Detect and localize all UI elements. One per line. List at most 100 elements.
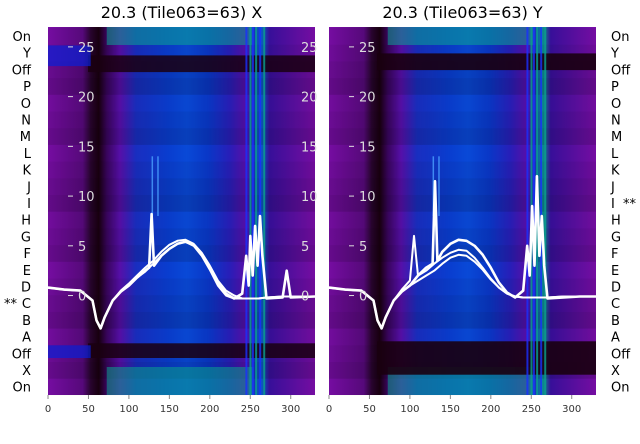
heatmap-row — [329, 245, 596, 262]
x-tick-label: 100 — [119, 404, 138, 415]
heatmap-row — [48, 211, 315, 229]
row-label: O — [611, 97, 621, 112]
heatmap-row — [48, 195, 315, 212]
heatmap-row — [48, 245, 315, 262]
heatmap-off-row-bottom — [88, 343, 315, 358]
heatmap-row — [329, 195, 596, 212]
row-label: Y — [610, 47, 619, 62]
heatmap-band-bottom — [106, 367, 254, 395]
heatmap-row — [48, 144, 315, 162]
row-label: M — [20, 130, 31, 145]
heatmap-row — [48, 278, 315, 296]
heatmap-spike-column — [249, 27, 252, 395]
row-label: On — [13, 30, 31, 45]
heatmap-row — [48, 178, 315, 195]
y-tick-label: 5 — [78, 240, 86, 255]
x-tick-label: 0 — [45, 404, 51, 415]
row-label: M — [611, 130, 622, 145]
heatmap-row — [329, 328, 596, 346]
row-label: F — [24, 247, 31, 262]
row-label: D — [611, 281, 621, 296]
row-label: On — [611, 381, 629, 396]
y-tick-label-right: 0 — [301, 290, 309, 305]
heatmap-row — [48, 78, 315, 95]
row-marker: ** — [4, 297, 18, 312]
overlay-series-line — [328, 174, 596, 330]
heatmap-row — [329, 311, 596, 329]
heatmap-off-row-top — [88, 55, 315, 73]
y-tick-label-right: 5 — [301, 240, 309, 255]
row-label: C — [22, 297, 31, 312]
heatmap-row — [329, 228, 596, 246]
heatmap-streak — [432, 156, 435, 216]
heatmap-off-row-bottom — [377, 341, 596, 375]
heatmap-row — [48, 311, 315, 329]
x-tick-label: 50 — [363, 404, 376, 415]
heatmap-row — [329, 144, 596, 162]
x-tick-label: 200 — [481, 404, 500, 415]
y-tick-label: 5 — [359, 240, 367, 255]
x-tick-label: 0 — [326, 404, 332, 415]
y-tick-label: 25 — [359, 41, 376, 56]
row-label: H — [611, 214, 621, 229]
heatmap-blue-block-top — [48, 45, 91, 67]
heatmap-row — [329, 278, 596, 296]
heatmap-row — [329, 211, 596, 229]
heatmap-spike-column — [544, 27, 547, 395]
y-tick-label-right: 25 — [301, 41, 318, 56]
x-tick-label: 200 — [200, 404, 219, 415]
y-tick-label-right: 20 — [301, 91, 318, 106]
y-tick-label-right: 15 — [301, 140, 318, 155]
heatmap-spike-column — [251, 27, 254, 395]
row-label: I — [27, 197, 31, 212]
row-label: P — [611, 80, 619, 95]
row-label: E — [611, 264, 619, 279]
heatmap-streak — [157, 156, 159, 216]
row-label: O — [21, 97, 31, 112]
heatmap-row — [329, 94, 596, 112]
heatmap-base — [329, 27, 596, 395]
row-label: F — [611, 247, 618, 262]
row-label: K — [22, 164, 31, 179]
heatmap-row — [329, 161, 596, 179]
x-tick-label: 50 — [82, 404, 95, 415]
y-tick-label: 20 — [359, 91, 376, 106]
row-label: B — [22, 314, 31, 329]
x-tick-label: 250 — [241, 404, 260, 415]
heatmap-row — [329, 128, 596, 145]
row-label: On — [611, 30, 629, 45]
x-tick-label: 250 — [522, 404, 541, 415]
row-label: X — [22, 364, 31, 379]
row-label: K — [611, 164, 620, 179]
row-label: X — [611, 364, 620, 379]
row-label: I — [611, 197, 615, 212]
heatmap-spike-column — [526, 27, 529, 395]
x-tick-label: 150 — [160, 404, 179, 415]
heatmap-row — [329, 261, 596, 279]
heatmap-row — [48, 228, 315, 246]
heatmap-streak — [151, 156, 154, 216]
row-label: On — [13, 381, 31, 396]
heatmap-row — [48, 111, 315, 129]
row-marker: ** — [623, 197, 637, 212]
heatmap-band-top — [387, 27, 535, 45]
row-label: L — [24, 147, 32, 162]
row-label: G — [611, 230, 621, 245]
heatmap-spike-column — [255, 27, 258, 395]
y-tick-label: 15 — [78, 140, 95, 155]
x-tick-label: 150 — [441, 404, 460, 415]
row-label: H — [21, 214, 31, 229]
heatmap-off-row-top — [377, 53, 596, 71]
row-label: J — [610, 180, 615, 195]
heatmap-band-top — [106, 27, 254, 45]
heatmap-spike-column — [540, 27, 543, 395]
y-tick-label: 10 — [359, 190, 376, 205]
row-label: N — [611, 114, 621, 129]
row-label: Off — [611, 347, 631, 362]
x-tick-label: 300 — [281, 404, 300, 415]
heatmap-row — [48, 94, 315, 112]
